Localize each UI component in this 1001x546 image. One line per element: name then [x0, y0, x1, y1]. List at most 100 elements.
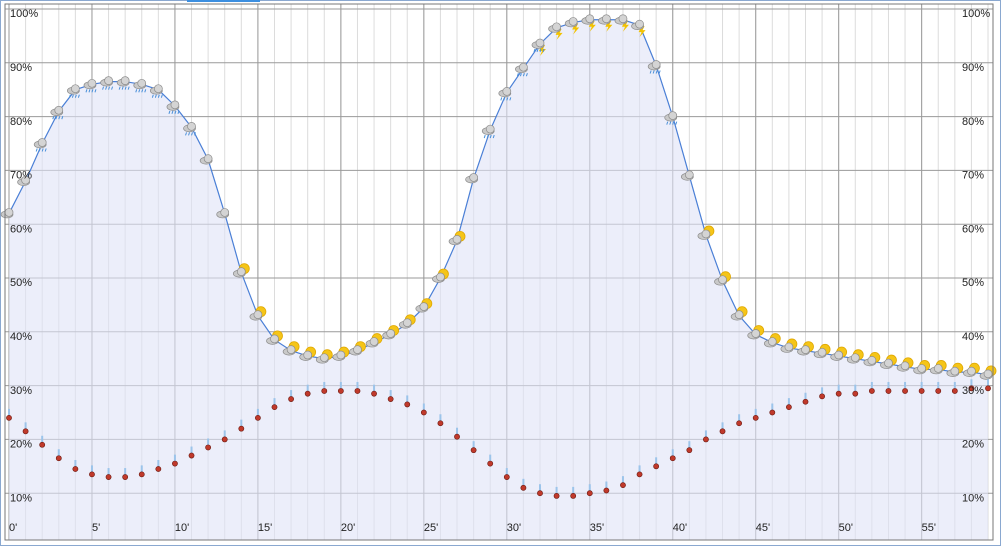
- data-point: [21, 175, 30, 185]
- data-point: [153, 84, 163, 94]
- y-tick-label: 50%: [10, 277, 32, 289]
- data-point: [203, 154, 213, 163]
- data-point: [935, 388, 942, 394]
- data-point: [371, 390, 377, 397]
- data-point: [834, 350, 844, 360]
- thermometer: [985, 379, 991, 392]
- thermometer: [138, 465, 145, 478]
- thermometer: [918, 381, 925, 394]
- data-point: [900, 361, 910, 371]
- thermometer: [835, 384, 842, 397]
- data-point: [138, 471, 145, 478]
- thermometer: [785, 398, 792, 411]
- data-point: [89, 471, 95, 478]
- data-point: [669, 455, 676, 462]
- thermometer: [819, 387, 825, 400]
- data-point: [734, 310, 744, 320]
- rain: [516, 73, 528, 77]
- weather-icon: [531, 38, 546, 56]
- data-point: [271, 404, 278, 411]
- weather-icon: [448, 230, 466, 246]
- data-point: [270, 334, 279, 344]
- weather-icon: [282, 341, 300, 356]
- rain: [649, 70, 661, 74]
- weather-icon: [946, 362, 964, 377]
- weather-icon: [813, 343, 831, 359]
- y-tick-label-right: 40%: [962, 331, 984, 343]
- data-point: [817, 347, 827, 357]
- y-tick-label: 100%: [10, 8, 38, 20]
- data-point: [917, 364, 926, 373]
- weather-icon: [398, 314, 416, 329]
- weather-icon: [498, 87, 512, 101]
- data-point: [967, 366, 976, 376]
- weather-icon: [50, 105, 64, 120]
- y-tick-label: 40%: [10, 331, 32, 343]
- data-point: [867, 356, 877, 365]
- data-point: [221, 436, 228, 443]
- x-tick-label: 25': [424, 522, 438, 534]
- weather-icon: [664, 111, 678, 125]
- weather-icon: [929, 360, 947, 375]
- data-point: [568, 17, 578, 26]
- data-point: [137, 78, 147, 88]
- weather-icon: [349, 341, 366, 356]
- thermometer: [304, 384, 311, 397]
- data-point: [402, 318, 412, 328]
- data-point: [985, 385, 991, 392]
- data-point: [553, 492, 560, 499]
- y-tick-label-right: 70%: [962, 170, 984, 182]
- data-point: [933, 364, 943, 373]
- data-point: [983, 369, 993, 379]
- data-point: [337, 388, 344, 394]
- data-point: [452, 234, 462, 244]
- data-point: [801, 345, 810, 354]
- data-point: [751, 329, 761, 338]
- data-point: [172, 460, 178, 467]
- data-point: [469, 173, 478, 182]
- weather-icon: [415, 298, 433, 313]
- weather-icon: [896, 357, 914, 372]
- x-tick-label: 55': [922, 522, 936, 534]
- data-point: [220, 208, 230, 217]
- thermometer: [89, 465, 95, 478]
- y-tick-label-right: 60%: [962, 223, 984, 235]
- data-point: [304, 390, 311, 397]
- data-point: [570, 492, 577, 499]
- thermometer: [653, 457, 660, 470]
- weather-icon: [880, 354, 897, 369]
- data-point: [852, 390, 859, 397]
- thermometer: [55, 449, 62, 462]
- thermometer: [902, 381, 908, 394]
- weather-icon: [249, 306, 267, 321]
- thermometer: [255, 408, 261, 421]
- thermometer: [387, 390, 394, 402]
- thermometer: [354, 381, 361, 394]
- weather-icon: [979, 365, 997, 380]
- thermometer: [852, 384, 859, 397]
- data-point: [819, 393, 825, 400]
- thermometer: [951, 381, 958, 394]
- weather-icon: [763, 333, 781, 348]
- labels: 0' 5' 10' 15' 20' 25' 30' 35' 40' 45' 50' 55' 10% 10%…: [9, 8, 990, 534]
- data-point: [6, 414, 12, 421]
- data-point: [552, 22, 561, 32]
- data-point: [419, 302, 429, 311]
- data-point: [104, 76, 113, 85]
- y-tick-label: 80%: [10, 116, 32, 128]
- data-point: [354, 388, 361, 394]
- weather-icon: [747, 325, 765, 340]
- data-point: [253, 310, 263, 320]
- data-point: [951, 388, 958, 394]
- data-point: [620, 482, 626, 489]
- data-point: [55, 455, 62, 462]
- thermometer: [470, 441, 477, 454]
- weather-icon: [730, 306, 748, 321]
- data-point: [602, 14, 611, 24]
- thermometer: [802, 392, 809, 405]
- thermometer: [503, 468, 510, 480]
- data-point: [785, 404, 792, 411]
- thermometer: [420, 403, 427, 416]
- thermometer: [487, 454, 494, 467]
- data-point: [105, 474, 112, 480]
